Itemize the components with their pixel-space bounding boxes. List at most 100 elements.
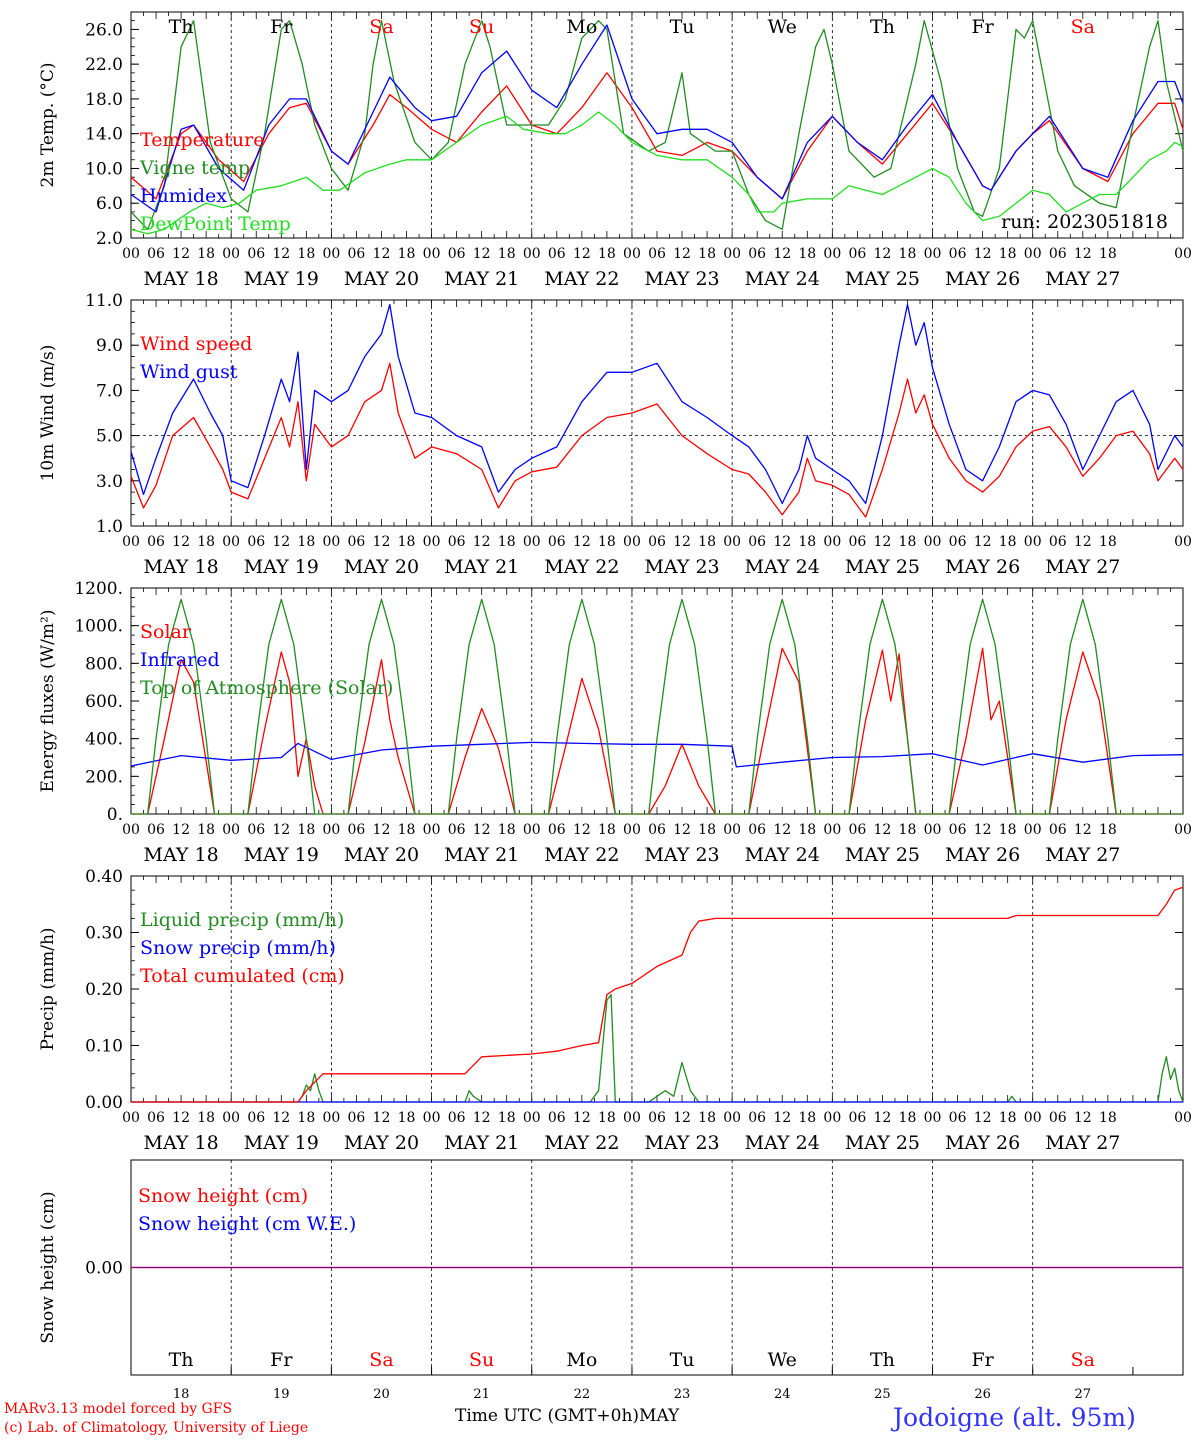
model-credit-line2: (c) Lab. of Climatology, University of L… [4,1420,309,1436]
plot-frame [130,11,1184,239]
y-tick-label: 11.0 [85,291,123,311]
date-label: MAY 23 [644,844,719,866]
series-line-temperature [130,72,1184,200]
hour-tick-label: 18 [398,534,416,550]
series-line-vigne-temp [130,20,1184,230]
hour-tick-label: 06 [648,534,666,550]
hour-tick-label: 12 [974,246,992,262]
weekday-label: Sa [369,16,393,38]
hour-tick-label: 12 [373,246,391,262]
hour-tick-label: 12 [974,534,992,550]
day-number-label: 22 [574,1387,591,1402]
hour-tick-label: 18 [798,246,816,262]
hour-tick-label: 12 [1074,1110,1092,1126]
legend-entry: Liquid precip (mm/h) [140,909,344,931]
hour-tick-label: 18 [999,534,1017,550]
y-tick-label: 0.00 [85,1259,123,1279]
hour-tick-label: 00 [523,1110,541,1126]
hour-tick-label: 00 [322,534,340,550]
y-axis-label: Energy fluxes (W/m²) [38,610,58,793]
hour-tick-label: 00 [423,1110,441,1126]
y-tick-label: 22.0 [85,55,123,75]
hour-tick-label: 00 [1174,822,1192,838]
hour-tick-label: 00 [723,1110,741,1126]
date-label: MAY 19 [244,268,319,290]
date-label: MAY 26 [945,556,1020,578]
hour-tick-label: 12 [373,822,391,838]
series-line-top-of-atmosphere-solar [131,598,1183,815]
hour-tick-label: 00 [122,246,140,262]
y-tick-label: 1000. [74,617,123,637]
date-label: MAY 23 [644,1132,719,1154]
day-number-label: 23 [674,1387,691,1402]
panel-2 [130,299,1184,527]
day-number-label: 20 [373,1387,390,1402]
y-tick-label: 18.0 [85,90,123,110]
y-tick-label: 0.30 [85,924,123,944]
series-line-total-cumulated-cm [131,886,1184,1103]
weekday-label: We [768,16,797,38]
hour-tick-label: 00 [1024,1110,1042,1126]
hour-tick-label: 18 [197,1110,215,1126]
hour-tick-label: 18 [598,1110,616,1126]
date-label: MAY 22 [544,556,619,578]
hour-tick-label: 06 [147,1110,165,1126]
hour-tick-label: 12 [272,822,290,838]
weekday-label: Tu [670,1349,695,1371]
legend-entry: Snow height (cm W.E.) [138,1213,356,1235]
date-label: MAY 19 [244,1132,319,1154]
hour-tick-label: 18 [297,1110,315,1126]
hour-tick-label: 12 [473,246,491,262]
hour-tick-label: 18 [1099,822,1117,838]
y-axis-label: Precip (mm/h) [38,927,58,1050]
hour-tick-label: 00 [723,822,741,838]
hour-tick-label: 00 [122,1110,140,1126]
date-label: MAY 25 [845,1132,920,1154]
hour-tick-label: 06 [748,246,766,262]
series-line-wind-gust [130,303,1184,505]
hour-tick-label: 00 [222,246,240,262]
hour-tick-label: 06 [848,246,866,262]
hour-tick-label: 00 [823,822,841,838]
hour-tick-label: 00 [924,246,942,262]
hour-tick-label: 00 [723,534,741,550]
hour-tick-label: 00 [823,246,841,262]
date-label: MAY 20 [344,556,419,578]
hour-tick-label: 06 [147,534,165,550]
hour-tick-label: 18 [197,246,215,262]
series-line-solar [131,647,1183,815]
hour-tick-label: 00 [1024,822,1042,838]
hour-tick-label: 06 [348,1110,366,1126]
station-name: Jodoigne (alt. 95m) [893,1403,1136,1432]
hour-tick-label: 00 [623,534,641,550]
weekday-label: Th [169,1349,194,1371]
y-tick-label: 2.0 [96,229,123,249]
y-tick-label: 14.0 [85,125,123,145]
hour-tick-label: 00 [924,534,942,550]
hour-tick-label: 12 [573,822,591,838]
day-number-label: 26 [974,1387,991,1402]
hour-tick-label: 06 [748,534,766,550]
weekday-label: Th [169,16,194,38]
day-number-label: 27 [1075,1387,1092,1402]
plot-frame [130,299,1184,527]
hour-tick-label: 00 [122,534,140,550]
y-tick-label: 200. [85,767,123,787]
y-tick-label: 0.10 [85,1037,123,1057]
hour-tick-label: 12 [974,1110,992,1126]
hour-tick-label: 12 [373,1110,391,1126]
run-label: run: 2023051818 [1001,211,1168,233]
legend-entry: Infrared [140,649,220,671]
hour-tick-label: 00 [723,246,741,262]
weekday-label: Th [870,16,895,38]
date-label: MAY 27 [1045,844,1120,866]
legend-entry: DewPoint Temp [140,213,291,235]
hour-tick-label: 00 [823,1110,841,1126]
hour-tick-label: 18 [999,1110,1017,1126]
day-number-label: 24 [774,1387,791,1402]
hour-tick-label: 12 [473,822,491,838]
hour-tick-label: 06 [848,1110,866,1126]
hour-tick-label: 12 [172,534,190,550]
date-label: MAY 24 [745,844,820,866]
